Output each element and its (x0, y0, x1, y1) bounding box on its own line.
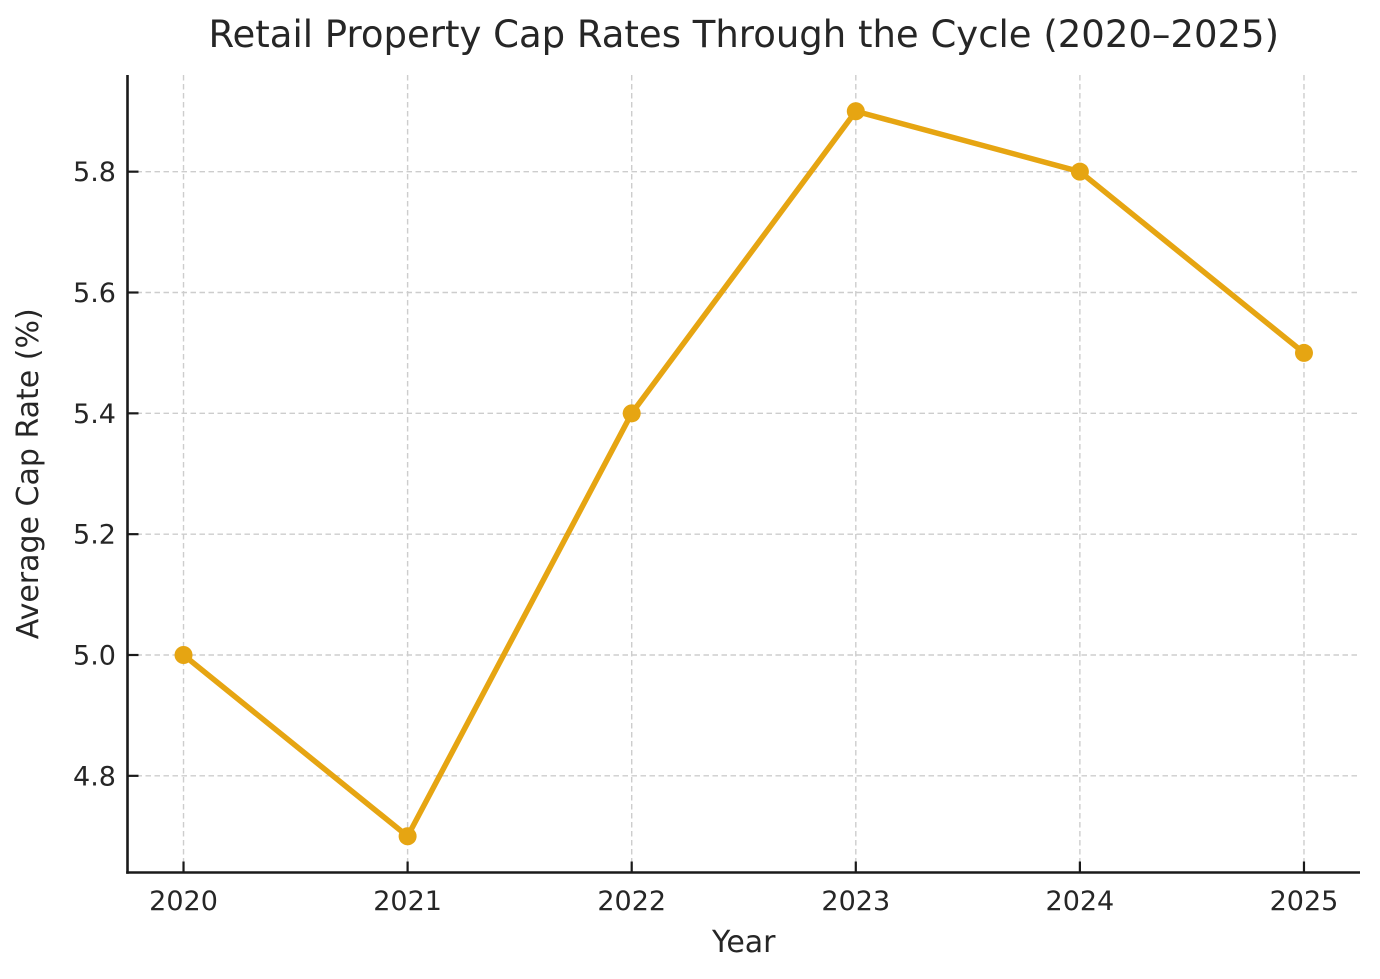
axes-spines (126, 75, 1360, 874)
data-point-2020 (174, 646, 193, 664)
data-point-2022 (622, 404, 641, 423)
gridlines (127, 75, 1360, 873)
y-tick-label: 5.0 (73, 641, 116, 672)
data-point-2025 (1294, 343, 1313, 362)
x-tick-label: 2025 (1270, 886, 1339, 917)
x-tick-label: 2023 (821, 886, 890, 917)
series-markers (174, 102, 1313, 846)
y-tick-label: 5.2 (73, 520, 116, 551)
plot-area: 4.8 5.0 5.2 5.4 5.6 5.8 2020 2021 2022 2023 2024 20… (73, 75, 1360, 917)
x-tick-label: 2024 (1046, 886, 1115, 917)
x-tick-label: 2021 (373, 886, 442, 917)
y-tick-label: 5.8 (73, 157, 116, 188)
chart-title: Retail Property Cap Rates Through the Cy… (208, 13, 1279, 56)
data-point-2023 (846, 102, 865, 121)
y-tick-label: 4.8 (73, 761, 116, 792)
series-line (180, 108, 1307, 839)
x-tick-label: 2022 (597, 886, 666, 917)
axis-ticks: 4.8 5.0 5.2 5.4 5.6 5.8 2020 2021 2022 2023 2024 20… (73, 157, 1338, 917)
y-axis-label: Average Cap Rate (%) (11, 308, 46, 639)
x-axis-label: Year (711, 925, 776, 960)
data-point-2024 (1070, 162, 1089, 181)
x-tick-label: 2020 (149, 886, 218, 917)
data-point-2021 (398, 827, 417, 846)
y-tick-label: 5.4 (73, 399, 116, 430)
y-tick-label: 5.6 (73, 278, 116, 309)
